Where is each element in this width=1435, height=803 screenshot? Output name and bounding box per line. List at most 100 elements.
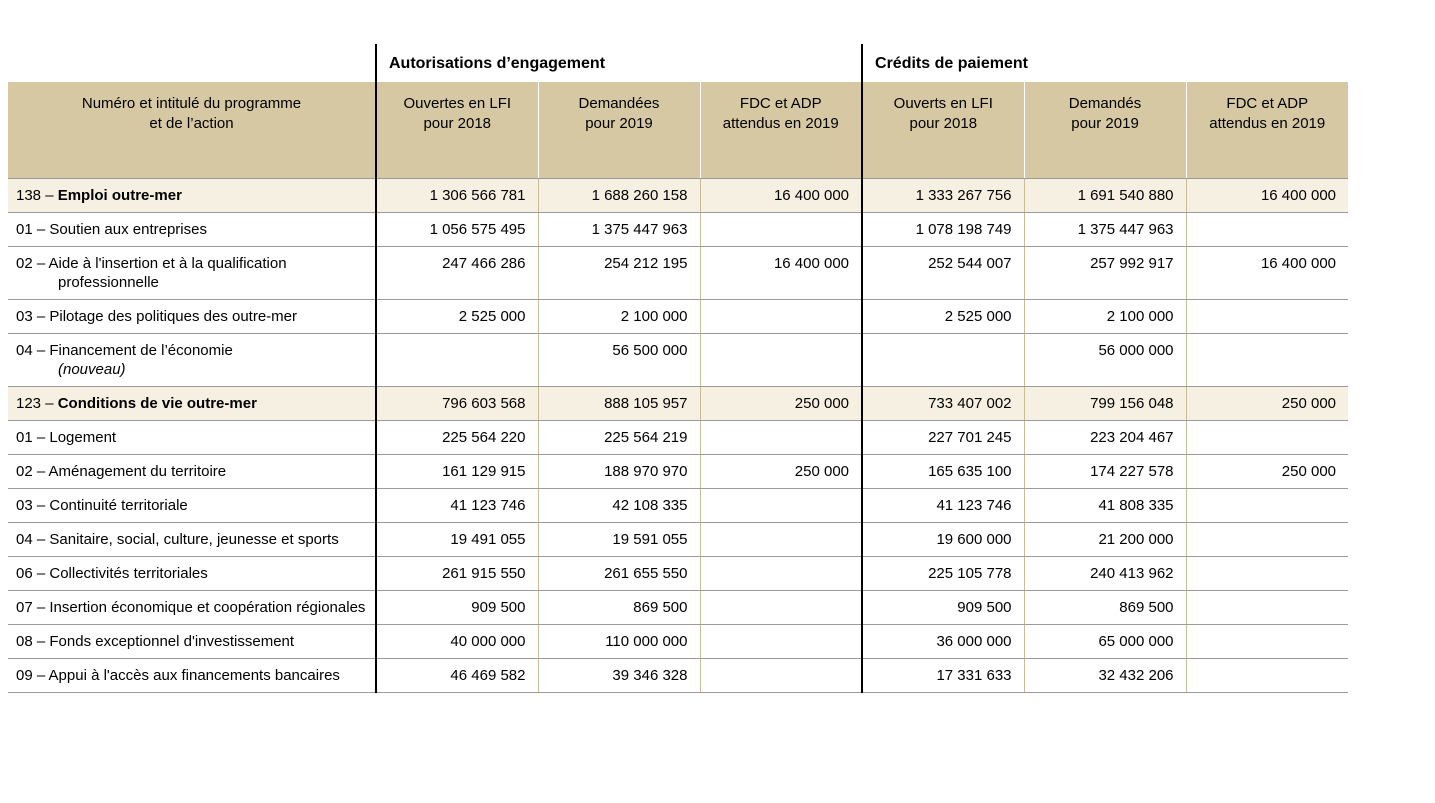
credits-table: Autorisations d’engagement Crédits de pa… <box>8 44 1349 693</box>
value-cell: 909 500 <box>861 590 1025 625</box>
row-title: Appui à l'accès aux financements bancair… <box>48 666 340 684</box>
value-cell: 250 000 <box>699 454 863 489</box>
value-cell <box>699 658 863 693</box>
col-header-ae-ouvertes-lfi-2018: Ouvertes en LFI pour 2018 <box>375 82 538 179</box>
action-row: 03 – Continuité territoriale 41 123 746 42… <box>8 488 1349 523</box>
value-cell: 16 400 000 <box>1185 178 1349 213</box>
value-cell <box>699 212 863 247</box>
row-number-prefix: 02 – <box>16 254 49 272</box>
row-label: 03 – Pilotage des politiques des outre-m… <box>8 299 376 334</box>
value-cell: 110 000 000 <box>537 624 700 659</box>
value-cell <box>1185 212 1349 247</box>
value-cell: 225 564 220 <box>375 420 538 455</box>
value-cell <box>1185 556 1349 591</box>
row-label: 02 – Aménagement du territoire <box>8 454 376 489</box>
value-cell: 32 432 206 <box>1023 658 1187 693</box>
row-title: Fonds exceptionnel d'investissement <box>49 632 295 650</box>
value-cell: 36 000 000 <box>861 624 1025 659</box>
program-row: 138 – Emploi outre-mer 1 306 566 781 1 688… <box>8 178 1349 213</box>
row-number-prefix: 123 – <box>16 394 58 412</box>
value-cell <box>1185 658 1349 693</box>
value-cell <box>375 333 538 387</box>
row-number-prefix: 01 – <box>16 220 50 238</box>
action-row: 06 – Collectivités territoriales 261 915 … <box>8 556 1349 591</box>
value-cell <box>1185 624 1349 659</box>
value-cell: 240 413 962 <box>1023 556 1187 591</box>
row-label: 01 – Logement <box>8 420 376 455</box>
row-label: 08 – Fonds exceptionnel d'investissement <box>8 624 376 659</box>
value-cell: 1 056 575 495 <box>375 212 538 247</box>
action-row: 08 – Fonds exceptionnel d'investissement… <box>8 624 1349 659</box>
row-title: Logement <box>49 428 117 446</box>
column-group-row: Autorisations d’engagement Crédits de pa… <box>8 44 1349 82</box>
value-cell <box>1185 590 1349 625</box>
group-corner-cell <box>8 44 376 82</box>
value-cell: 261 655 550 <box>537 556 700 591</box>
group-header-autorisations-engagement: Autorisations d’engagement <box>374 44 863 82</box>
row-number-prefix: 04 – <box>16 341 50 359</box>
row-label: 02 – Aide à l'insertion et à la qualific… <box>8 246 376 300</box>
action-row: 09 – Appui à l'accès aux financements ba… <box>8 658 1349 693</box>
col-header-cp-ouverts-lfi-2018: Ouverts en LFI pour 2018 <box>861 82 1025 179</box>
value-cell <box>699 522 863 557</box>
row-number-prefix: 03 – <box>16 307 50 325</box>
value-cell <box>699 624 863 659</box>
value-cell <box>699 488 863 523</box>
value-cell: 2 525 000 <box>375 299 538 334</box>
value-cell <box>699 420 863 455</box>
value-cell: 888 105 957 <box>537 386 700 421</box>
row-label: 01 – Soutien aux entreprises <box>8 212 376 247</box>
value-cell: 161 129 915 <box>375 454 538 489</box>
row-number-prefix: 138 – <box>16 186 58 204</box>
value-cell: 65 000 000 <box>1023 624 1187 659</box>
row-number-prefix: 08 – <box>16 632 50 650</box>
value-cell: 17 331 633 <box>861 658 1025 693</box>
value-cell: 1 688 260 158 <box>537 178 700 213</box>
value-cell: 16 400 000 <box>1185 246 1349 300</box>
value-cell: 46 469 582 <box>375 658 538 693</box>
value-cell <box>1185 299 1349 334</box>
value-cell: 257 992 917 <box>1023 246 1187 300</box>
value-cell: 188 970 970 <box>537 454 700 489</box>
action-row: 04 – Financement de l’économie (nouveau) 5… <box>8 333 1349 387</box>
value-cell: 2 525 000 <box>861 299 1025 334</box>
column-header-row: Numéro et intitulé du programme et de l’… <box>8 82 1349 179</box>
value-cell: 2 100 000 <box>1023 299 1187 334</box>
action-row: 02 – Aide à l'insertion et à la qualific… <box>8 246 1349 300</box>
action-row: 01 – Logement 225 564 220 225 564 219 227 7… <box>8 420 1349 455</box>
value-cell: 869 500 <box>1023 590 1187 625</box>
value-cell: 56 000 000 <box>1023 333 1187 387</box>
value-cell: 254 212 195 <box>537 246 700 300</box>
value-cell <box>699 556 863 591</box>
value-cell: 250 000 <box>1185 386 1349 421</box>
value-cell: 1 375 447 963 <box>1023 212 1187 247</box>
value-cell: 41 808 335 <box>1023 488 1187 523</box>
row-title: Emploi outre-mer <box>57 186 182 204</box>
value-cell: 250 000 <box>1185 454 1349 489</box>
value-cell: 261 915 550 <box>375 556 538 591</box>
value-cell: 796 603 568 <box>375 386 538 421</box>
row-title: Sanitaire, social, culture, jeunesse et … <box>49 530 339 548</box>
value-cell <box>1185 333 1349 387</box>
value-cell: 39 346 328 <box>537 658 700 693</box>
action-row: 02 – Aménagement du territoire 161 129 91… <box>8 454 1349 489</box>
row-number-prefix: 01 – <box>16 428 50 446</box>
row-label: 138 – Emploi outre-mer <box>8 178 376 213</box>
value-cell <box>1185 420 1349 455</box>
col-header-ae-fdc-adp-2019: FDC et ADP attendus en 2019 <box>699 82 863 179</box>
row-label: 09 – Appui à l'accès aux financements ba… <box>8 658 376 693</box>
table-body: 138 – Emploi outre-mer 1 306 566 781 1 688… <box>8 178 1349 693</box>
value-cell: 1 333 267 756 <box>861 178 1025 213</box>
row-number-prefix: 04 – <box>16 530 50 548</box>
value-cell: 16 400 000 <box>699 246 863 300</box>
value-cell: 165 635 100 <box>861 454 1025 489</box>
row-title: Insertion économique et coopération régi… <box>49 598 366 616</box>
value-cell: 252 544 007 <box>861 246 1025 300</box>
value-cell: 869 500 <box>537 590 700 625</box>
row-label: 07 – Insertion économique et coopération… <box>8 590 376 625</box>
value-cell: 247 466 286 <box>375 246 538 300</box>
value-cell: 2 100 000 <box>537 299 700 334</box>
col-header-cp-demandes-2019: Demandés pour 2019 <box>1023 82 1187 179</box>
value-cell: 42 108 335 <box>537 488 700 523</box>
